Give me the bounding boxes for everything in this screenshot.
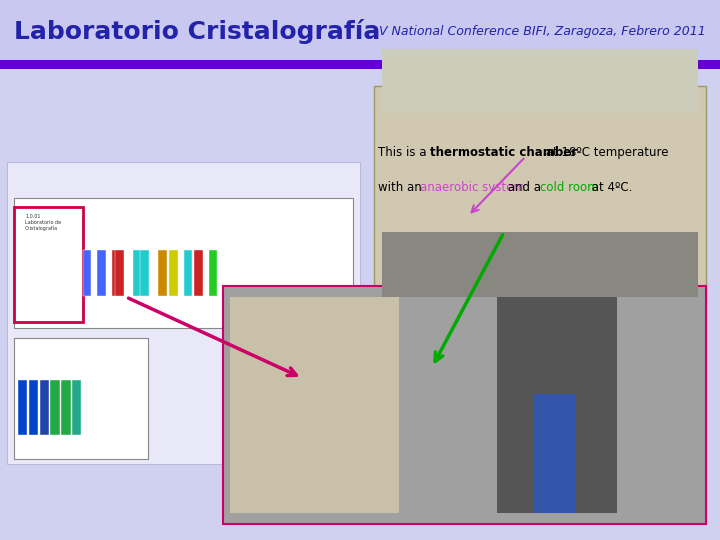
Text: This is a: This is a xyxy=(378,146,431,159)
FancyBboxPatch shape xyxy=(533,394,576,513)
Text: at 4ºC.: at 4ºC. xyxy=(588,181,633,194)
FancyBboxPatch shape xyxy=(374,86,706,302)
FancyBboxPatch shape xyxy=(133,251,142,296)
Text: anaerobic system: anaerobic system xyxy=(420,181,525,194)
Text: V National Conference BIFI, Zaragoza, Febrero 2011: V National Conference BIFI, Zaragoza, Fe… xyxy=(379,24,706,38)
FancyBboxPatch shape xyxy=(158,251,167,296)
Text: with an: with an xyxy=(378,181,426,194)
FancyBboxPatch shape xyxy=(18,380,27,435)
FancyBboxPatch shape xyxy=(382,49,698,113)
FancyBboxPatch shape xyxy=(169,251,178,296)
Text: thermostatic chamber: thermostatic chamber xyxy=(430,146,577,159)
Text: cold room: cold room xyxy=(540,181,598,194)
FancyBboxPatch shape xyxy=(497,297,618,513)
FancyBboxPatch shape xyxy=(97,251,106,296)
FancyBboxPatch shape xyxy=(7,162,360,464)
Text: 1.0.01
Laboratorio de
Cristalografía: 1.0.01 Laboratorio de Cristalografía xyxy=(25,214,61,231)
FancyBboxPatch shape xyxy=(223,286,706,524)
FancyBboxPatch shape xyxy=(382,232,698,297)
FancyBboxPatch shape xyxy=(61,380,71,435)
FancyBboxPatch shape xyxy=(50,380,60,435)
FancyBboxPatch shape xyxy=(209,251,217,296)
FancyBboxPatch shape xyxy=(0,60,720,69)
FancyBboxPatch shape xyxy=(29,380,38,435)
FancyBboxPatch shape xyxy=(112,251,120,296)
FancyBboxPatch shape xyxy=(40,380,49,435)
FancyBboxPatch shape xyxy=(0,0,720,62)
FancyBboxPatch shape xyxy=(184,251,192,296)
Text: and a: and a xyxy=(504,181,545,194)
FancyBboxPatch shape xyxy=(14,338,148,459)
Text: Laboratorio Cristalografía: Laboratorio Cristalografía xyxy=(14,18,381,44)
FancyBboxPatch shape xyxy=(230,297,399,513)
FancyBboxPatch shape xyxy=(115,251,124,296)
FancyBboxPatch shape xyxy=(83,251,91,296)
FancyBboxPatch shape xyxy=(194,251,203,296)
FancyBboxPatch shape xyxy=(14,198,353,328)
FancyBboxPatch shape xyxy=(72,380,81,435)
FancyBboxPatch shape xyxy=(140,251,149,296)
Text: at 18ºC temperature: at 18ºC temperature xyxy=(542,146,669,159)
